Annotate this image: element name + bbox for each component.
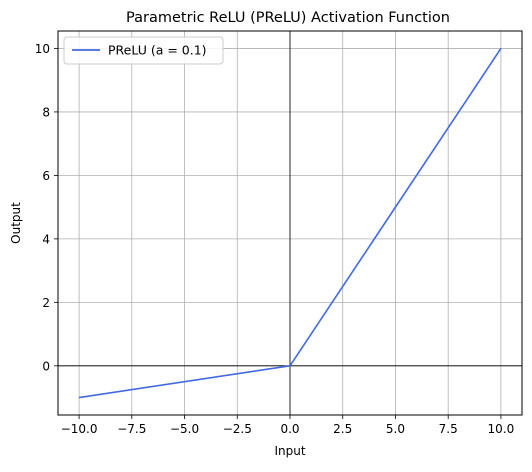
y-tick-label: 10	[35, 42, 50, 56]
y-axis-ticks: 0 2 4 6 8 10	[35, 42, 58, 373]
legend: PReLU (a = 0.1)	[63, 36, 224, 65]
x-tick-label: −10.0	[61, 422, 98, 436]
x-axis-label: Input	[274, 444, 305, 458]
y-tick-label: 8	[42, 105, 50, 119]
y-tick-label: 0	[42, 359, 50, 373]
y-tick-label: 4	[42, 232, 50, 246]
series-layer	[78, 48, 502, 399]
reference-lines	[58, 31, 522, 415]
chart-title: Parametric ReLU (PReLU) Activation Funct…	[126, 10, 450, 26]
x-tick-label: −2.5	[223, 422, 252, 436]
x-tick-label: 10.0	[488, 422, 515, 436]
x-tick-label: 5.0	[386, 422, 405, 436]
x-tick-label: −7.5	[117, 422, 146, 436]
series-line	[78, 48, 502, 399]
y-tick-label: 6	[42, 169, 50, 183]
x-tick-label: 0.0	[280, 422, 299, 436]
x-tick-label: 2.5	[333, 422, 352, 436]
legend-box	[63, 36, 224, 65]
legend-label: PReLU (a = 0.1)	[108, 43, 207, 58]
x-axis-ticks: −10.0 −7.5 −5.0 −2.5 0.0 2.5 5.0 7.5 10.0	[61, 415, 515, 436]
y-tick-label: 2	[42, 296, 50, 310]
x-tick-label: −5.0	[170, 422, 199, 436]
y-axis-label: Output	[9, 202, 23, 244]
x-tick-label: 7.5	[439, 422, 458, 436]
